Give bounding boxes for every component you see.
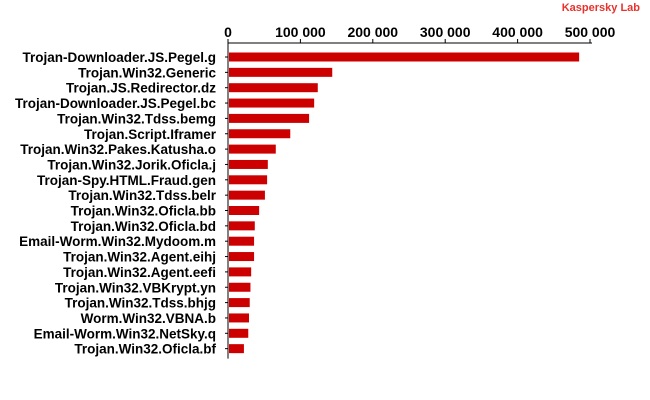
bar [229,67,333,77]
bar [229,113,310,123]
bar [229,175,268,185]
bar [229,144,276,154]
category-label: Trojan-Downloader.JS.Pegel.g [22,50,216,65]
category-label: Trojan.Win32.Generic [78,65,216,80]
bar [229,190,265,200]
category-label: Trojan.Win32.Tdss.belr [68,188,216,203]
bar [229,344,244,354]
bar [229,298,250,308]
x-tick-label: 0 [224,24,232,40]
bars-layer [229,52,580,354]
x-tick-label: 500 000 [565,24,616,40]
category-label: Trojan.Win32.Agent.eihj [63,250,216,265]
x-tick-label: 300 000 [420,24,471,40]
category-label: Trojan.Win32.Oficla.bb [71,204,216,219]
category-label: Trojan.Win32.Oficla.bf [74,342,216,357]
category-label: Trojan.Win32.Jorik.Oficla.j [47,157,216,172]
x-tick-label: 100 000 [275,24,326,40]
category-label: Trojan-Downloader.JS.Pegel.bc [15,96,217,111]
category-label: Email-Worm.Win32.NetSky.q [34,326,216,341]
bar [229,129,291,139]
category-labels-layer: Trojan-Downloader.JS.Pegel.gTrojan.Win32… [15,50,217,357]
category-label: Email-Worm.Win32.Mydoom.m [19,234,216,249]
bar [229,98,315,108]
category-label: Trojan.Win32.Tdss.bemg [57,111,216,126]
bar [229,236,255,246]
category-label: Trojan.Script.Iframer [84,127,217,142]
bar [229,221,255,231]
x-tick-label: 200 000 [347,24,398,40]
axis-layer: 0 100 000 200 000 300 000 400 000 500 000 [224,24,616,359]
category-label: Worm.Win32.VBNA.b [81,311,216,326]
bar [229,267,252,277]
bar [229,83,318,93]
bar [229,159,268,169]
brand-label: Kaspersky Lab [561,2,640,14]
bar [229,52,580,62]
category-label: Trojan.Win32.Pakes.Katusha.o [20,142,216,157]
x-tick-label: 400 000 [492,24,543,40]
category-label: Trojan.Win32.VBKrypt.yn [55,280,216,295]
bar [229,282,251,292]
category-label: Trojan.JS.Redirector.dz [66,81,216,96]
bar [229,206,260,215]
category-label: Trojan.Win32.Tdss.bhjg [65,296,216,311]
bar [229,313,249,323]
bar [229,252,255,262]
category-label: Trojan.Win32.Oficla.bd [71,219,216,234]
bar [229,328,249,338]
category-label: Trojan-Spy.HTML.Fraud.gen [37,173,216,188]
category-label: Trojan.Win32.Agent.eefi [63,265,216,280]
